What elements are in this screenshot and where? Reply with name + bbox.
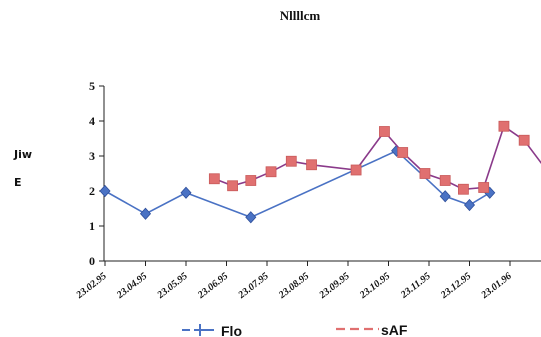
x-tick-label: 23.11.95 bbox=[398, 271, 433, 301]
x-tick-label: 23.02.95 bbox=[74, 271, 109, 302]
data-point bbox=[99, 184, 111, 198]
x-tick-label: 23.01.96 bbox=[479, 271, 514, 302]
data-point bbox=[139, 207, 152, 220]
data-point bbox=[498, 120, 510, 132]
series-line bbox=[214, 125, 541, 191]
x-tick-label: 23.07.95 bbox=[236, 271, 271, 302]
chart-title: Nllllcm bbox=[280, 8, 321, 23]
data-point bbox=[397, 147, 409, 158]
y-axis-label-line2: E bbox=[14, 176, 22, 189]
data-point bbox=[419, 168, 431, 179]
data-point bbox=[306, 159, 317, 171]
data-point bbox=[379, 126, 390, 137]
data-point bbox=[518, 134, 530, 146]
y-tick-label: 5 bbox=[89, 79, 95, 93]
data-point bbox=[245, 175, 257, 186]
x-tick-labels: 23.02.95 23.04.95 23.05.95 23.06.95 23.07.95… bbox=[74, 271, 514, 302]
legend: Flo sAF bbox=[182, 322, 408, 337]
data-point bbox=[458, 183, 469, 195]
y-tick-label: 2 bbox=[89, 184, 95, 198]
data-point bbox=[350, 164, 362, 176]
data-point bbox=[463, 198, 476, 212]
series-line bbox=[104, 149, 491, 219]
x-tick-label: 23.10.95 bbox=[357, 271, 392, 302]
x-tick-label: 23.12.95 bbox=[438, 271, 473, 302]
series-Flo bbox=[99, 144, 496, 224]
data-point bbox=[227, 180, 238, 192]
legend-label: sAF bbox=[381, 322, 408, 337]
data-point bbox=[265, 166, 277, 178]
y-axis-label-line1: Jiw bbox=[13, 148, 32, 161]
y-tick-label: 3 bbox=[89, 149, 95, 163]
data-point bbox=[439, 175, 451, 186]
y-tick-label: 1 bbox=[89, 219, 95, 233]
x-tick-label: 23.08.95 bbox=[276, 271, 311, 302]
legend-item-flo: Flo bbox=[182, 323, 242, 337]
data-point bbox=[439, 190, 451, 203]
x-tick-label: 23.09.95 bbox=[317, 271, 352, 302]
y-tick-label: 0 bbox=[89, 254, 95, 268]
series-layer bbox=[99, 120, 541, 224]
data-point bbox=[180, 186, 192, 199]
data-point bbox=[285, 155, 297, 167]
data-point bbox=[208, 173, 220, 185]
x-tick-label: 23.05.95 bbox=[155, 271, 190, 302]
series-sAF bbox=[208, 120, 541, 195]
axes: 0 1 2 3 4 5 bbox=[89, 79, 541, 268]
legend-item-saf: sAF bbox=[336, 322, 408, 337]
x-tick-label: 23.06.95 bbox=[195, 271, 230, 302]
legend-label: Flo bbox=[221, 323, 242, 337]
data-point bbox=[478, 182, 490, 193]
x-tick-label: 23.04.95 bbox=[114, 271, 149, 302]
data-point bbox=[245, 211, 257, 224]
y-tick-label: 4 bbox=[89, 114, 95, 128]
